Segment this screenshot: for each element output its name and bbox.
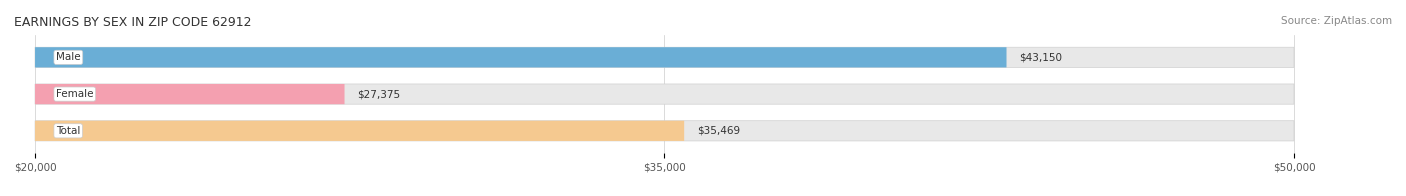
FancyBboxPatch shape xyxy=(35,121,1294,141)
Text: $35,469: $35,469 xyxy=(697,126,740,136)
Text: Source: ZipAtlas.com: Source: ZipAtlas.com xyxy=(1281,16,1392,26)
Text: Total: Total xyxy=(56,126,80,136)
FancyBboxPatch shape xyxy=(35,84,344,104)
Text: Female: Female xyxy=(56,89,94,99)
Text: $27,375: $27,375 xyxy=(357,89,401,99)
FancyBboxPatch shape xyxy=(35,47,1294,67)
Text: Male: Male xyxy=(56,52,80,62)
Text: EARNINGS BY SEX IN ZIP CODE 62912: EARNINGS BY SEX IN ZIP CODE 62912 xyxy=(14,16,252,29)
Text: $43,150: $43,150 xyxy=(1019,52,1062,62)
FancyBboxPatch shape xyxy=(35,121,685,141)
FancyBboxPatch shape xyxy=(35,84,1294,104)
FancyBboxPatch shape xyxy=(35,47,1007,67)
